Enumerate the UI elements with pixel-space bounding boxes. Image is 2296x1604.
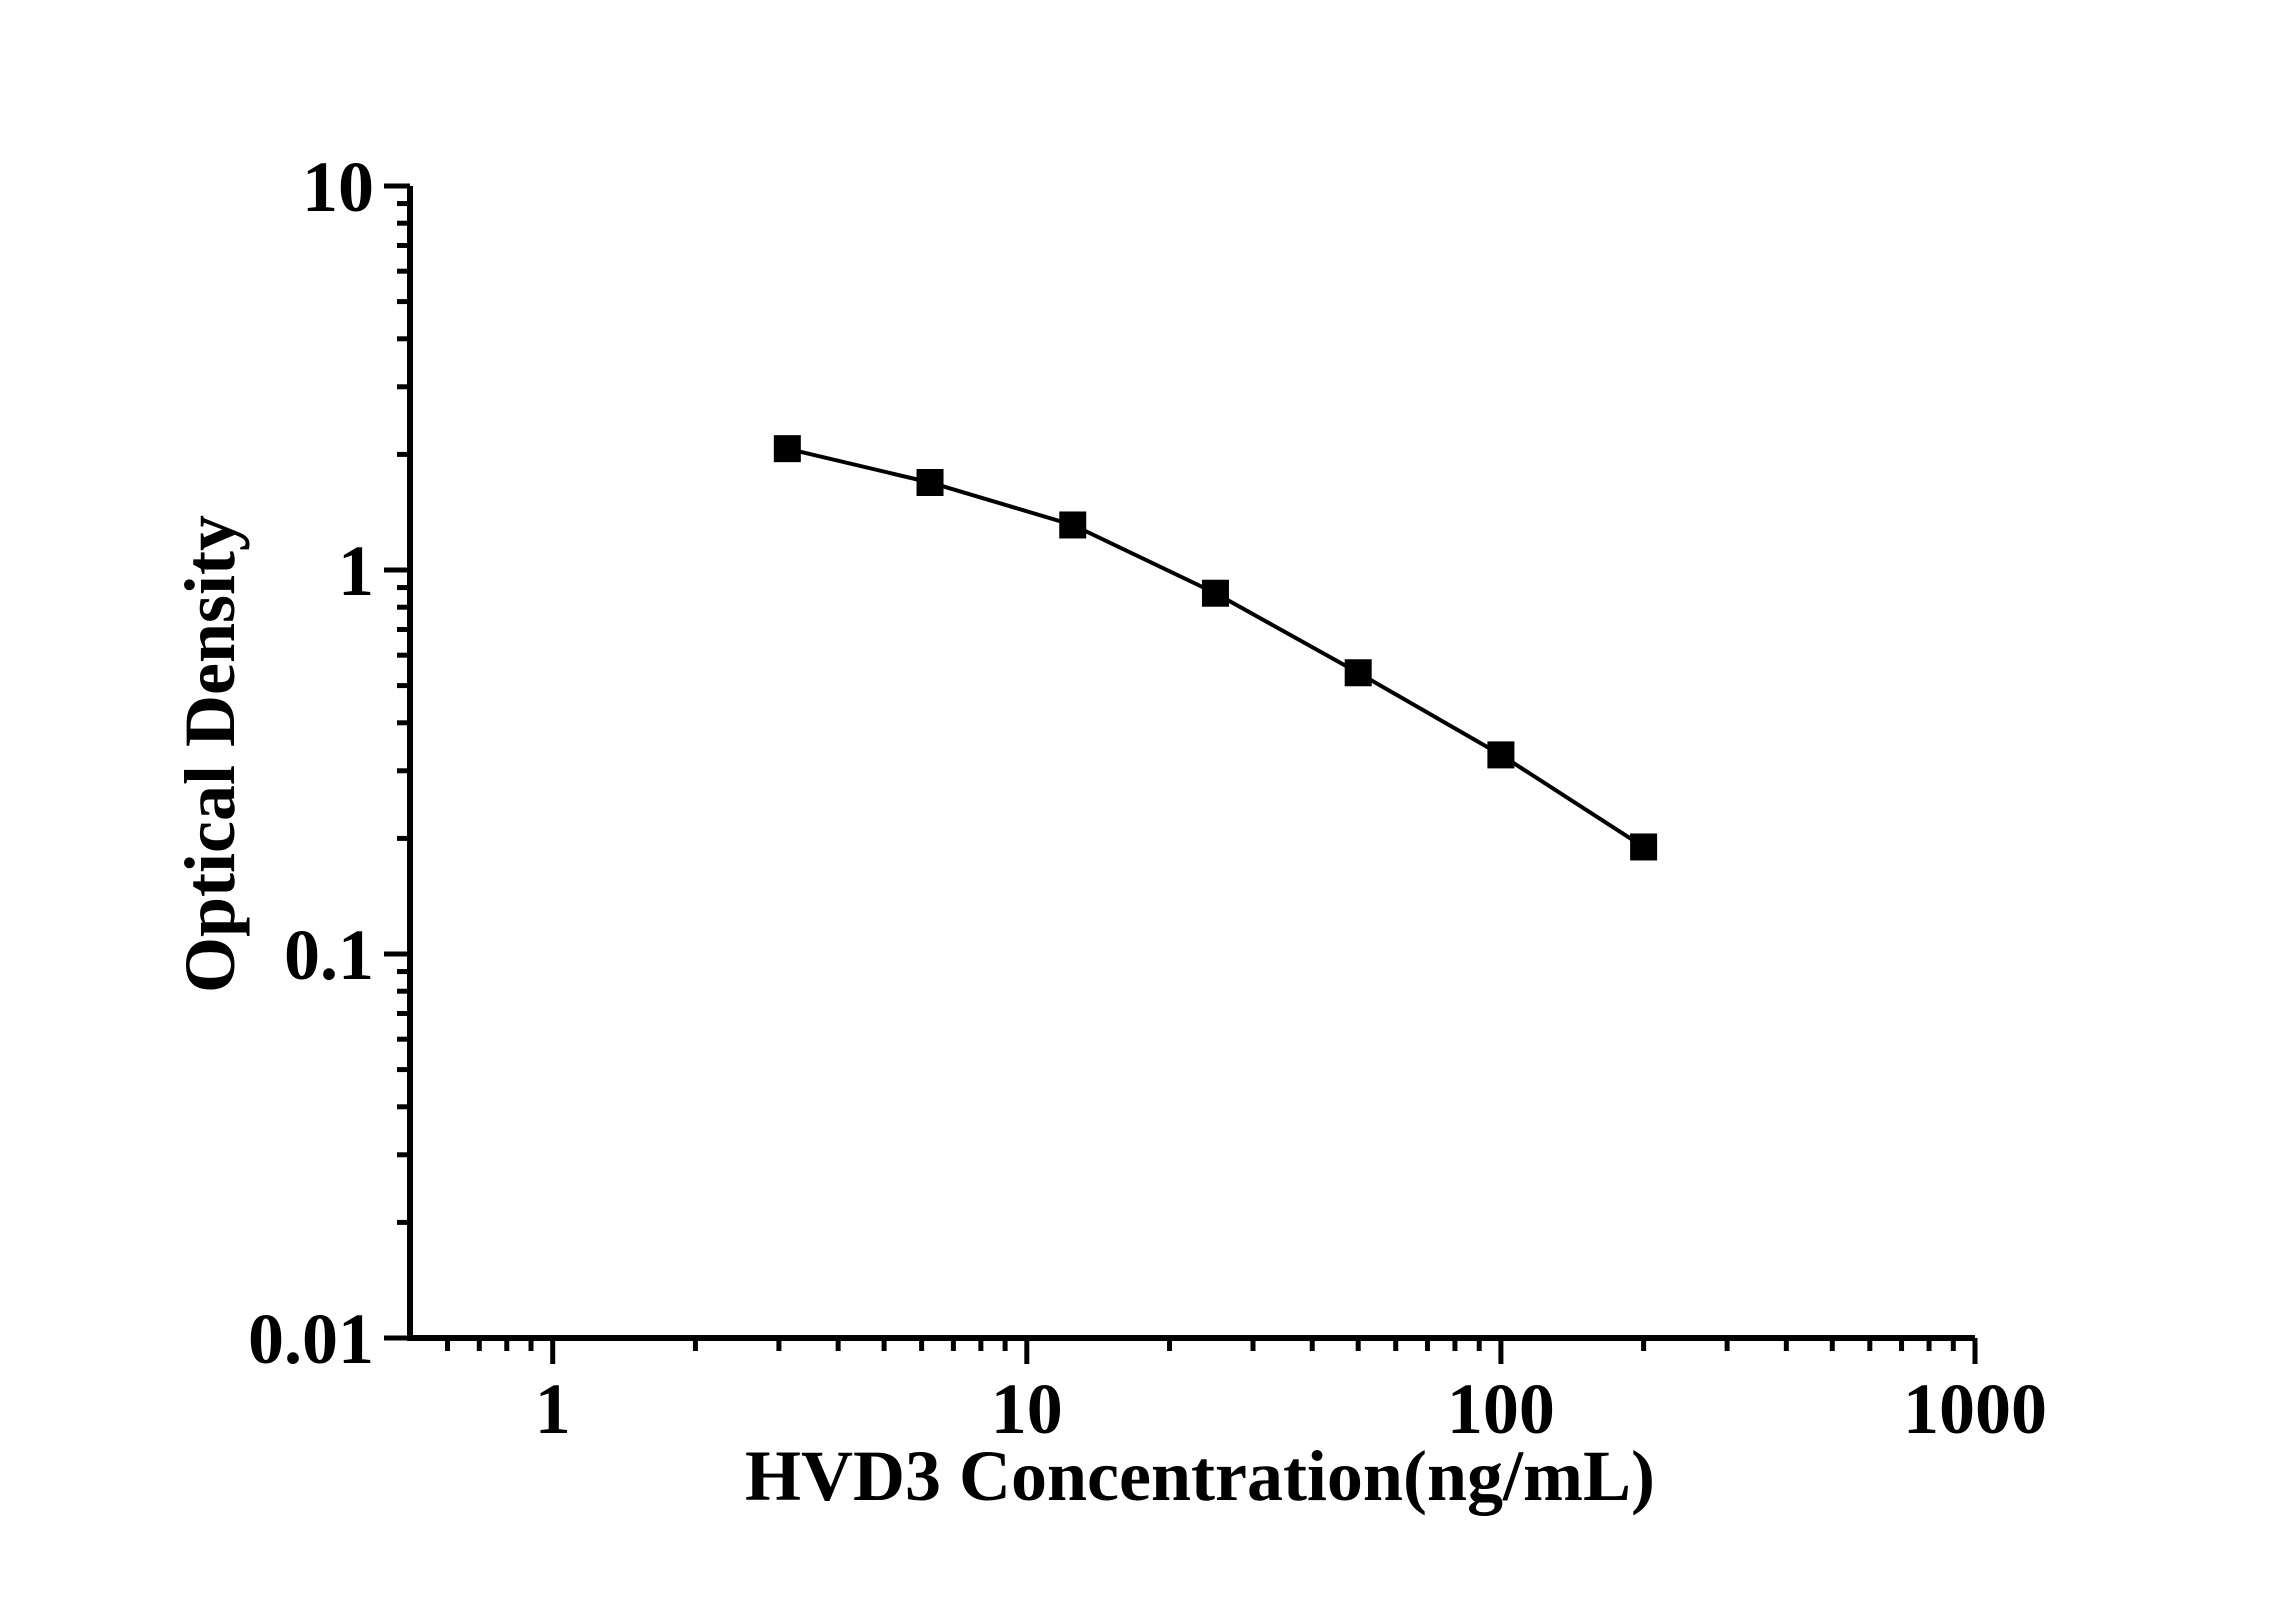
y-tick-label: 0.1 [284,915,374,995]
y-axis-title: Optical Density [170,515,250,993]
x-axis-title: HVD3 Concentration(ng/mL) [745,1436,1655,1516]
y-tick-label: 0.01 [248,1299,374,1379]
y-tick-label: 1 [338,531,374,611]
data-point-marker [1630,833,1658,861]
data-point-marker [916,468,944,496]
data-point-marker [773,435,801,463]
x-tick-label: 1 [535,1369,571,1449]
x-tick-label: 100 [1447,1369,1555,1449]
x-tick-label: 1000 [1903,1369,2047,1449]
data-point-marker [1344,659,1372,687]
data-point-marker [1201,579,1229,607]
y-tick-label: 10 [302,147,374,227]
curve-line [786,446,1645,849]
x-tick-label: 10 [991,1369,1063,1449]
data-point-marker [1059,511,1087,539]
data-point-marker [1487,741,1515,769]
